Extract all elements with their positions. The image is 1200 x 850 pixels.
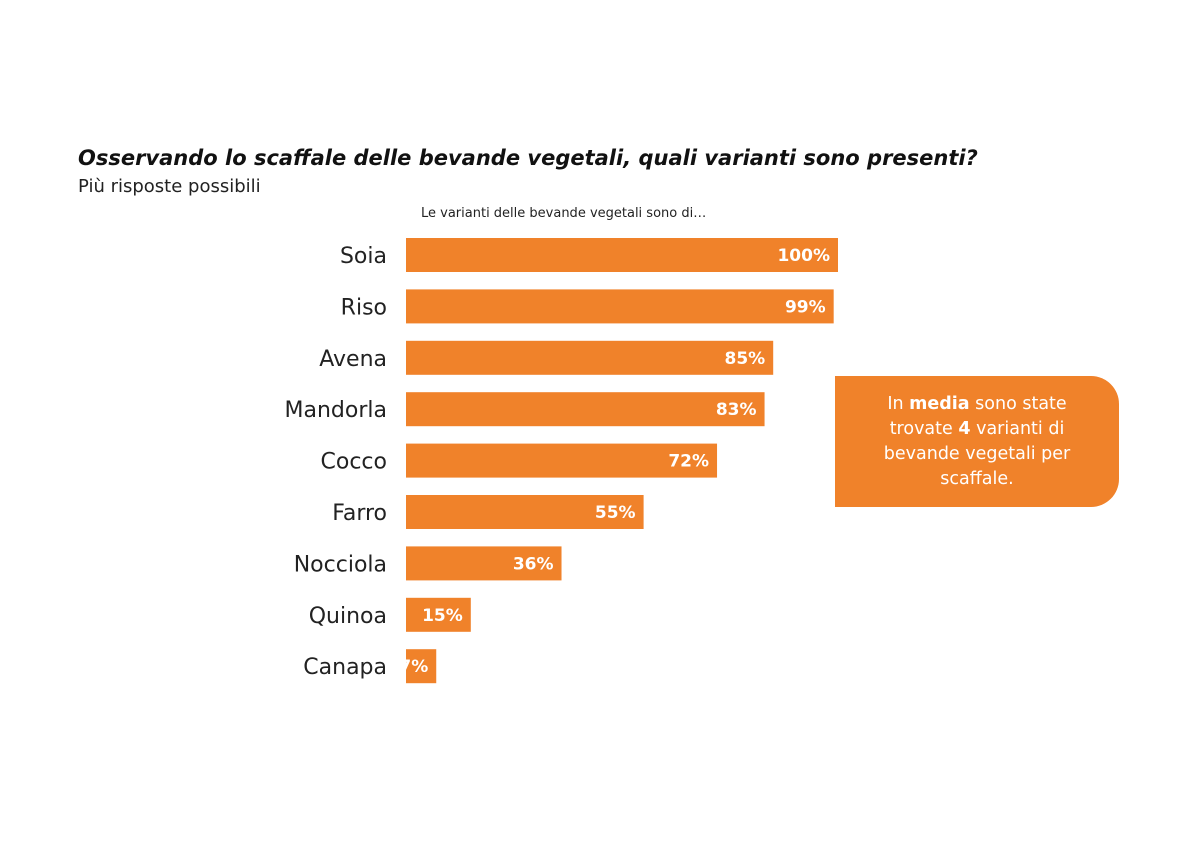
bar-riso xyxy=(406,289,834,324)
chart-subtitle: Più risposte possibili xyxy=(78,176,261,197)
category-label-riso: Riso xyxy=(341,295,387,320)
chart-title: Osservando lo scaffale delle bevande veg… xyxy=(78,146,978,170)
chart-caption: Le varianti delle bevande vegetali sono … xyxy=(421,206,707,221)
category-label-avena: Avena xyxy=(319,347,387,372)
callout-text-part2: sono state trovate xyxy=(889,393,1067,439)
value-label-farro: 55% xyxy=(595,503,636,523)
value-label-mandorla: 83% xyxy=(716,400,757,420)
category-label-quinoa: Quinoa xyxy=(309,604,387,629)
category-label-canapa: Canapa xyxy=(303,655,387,680)
value-label-canapa: 7% xyxy=(399,657,428,677)
value-label-soia: 100% xyxy=(777,246,830,266)
value-label-nocciola: 36% xyxy=(513,554,554,574)
bar-soia xyxy=(406,238,838,272)
bar-quinoa xyxy=(406,597,471,632)
bar-farro xyxy=(406,495,644,529)
callout-bold-media: media xyxy=(909,393,970,414)
bar-canapa xyxy=(406,649,437,684)
category-label-mandorla: Mandorla xyxy=(285,398,387,423)
value-label-quinoa: 15% xyxy=(422,606,463,626)
value-label-avena: 85% xyxy=(724,349,765,369)
bar-cocco xyxy=(406,443,718,478)
value-label-riso: 99% xyxy=(785,297,826,317)
callout-bold-count: 4 xyxy=(958,418,971,439)
category-label-cocco: Cocco xyxy=(321,450,387,475)
category-label-farro: Farro xyxy=(332,501,387,526)
category-label-soia: Soia xyxy=(340,244,387,269)
bar-mandorla xyxy=(406,392,765,427)
callout-text-part1: In xyxy=(887,393,910,414)
value-label-cocco: 72% xyxy=(668,452,709,472)
category-label-nocciola: Nocciola xyxy=(294,552,387,577)
callout-text-part3: varianti di bevande vegetali per scaffal… xyxy=(883,418,1071,489)
bar-avena xyxy=(406,340,774,375)
average-callout: In media sono state trovate 4 varianti d… xyxy=(835,376,1119,507)
callout-text: In media sono state trovate 4 varianti d… xyxy=(855,392,1099,492)
bar-nocciola xyxy=(406,546,562,581)
